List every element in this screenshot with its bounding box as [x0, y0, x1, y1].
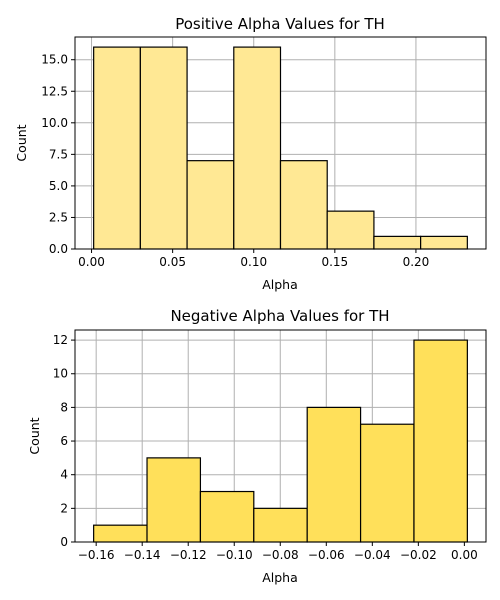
x-axis-label: Alpha: [262, 277, 298, 292]
x-tick-label: 0.00: [451, 548, 478, 562]
histogram-bar: [420, 235, 468, 250]
histogram-bar: [279, 160, 328, 250]
x-tick-label: −0.16: [78, 548, 115, 562]
histogram-bar: [186, 160, 235, 250]
histogram-bar: [306, 406, 362, 543]
x-tick-label: 0.05: [159, 255, 186, 269]
histogram-bar: [146, 457, 202, 543]
y-tick-label: 10.0: [41, 116, 68, 130]
histogram-bar: [199, 490, 255, 543]
y-axis-label: Count: [14, 124, 29, 161]
histogram-bar: [139, 46, 188, 250]
histogram-bar: [359, 423, 415, 543]
y-tick-label: 15.0: [41, 53, 68, 67]
y-tick-label: 6: [60, 434, 68, 448]
y-tick-label: 2: [60, 501, 68, 515]
y-tick-label: 2.5: [49, 210, 68, 224]
chart-title: Positive Alpha Values for TH: [175, 15, 385, 33]
chart-title: Negative Alpha Values for TH: [170, 307, 389, 325]
histogram-bar: [253, 507, 308, 543]
y-tick-label: 12.5: [41, 84, 68, 98]
y-tick-label: 5.0: [49, 179, 68, 193]
x-tick-label: 0.20: [403, 255, 430, 269]
x-tick-label: 0.15: [321, 255, 348, 269]
x-tick-label: −0.06: [308, 548, 345, 562]
histogram-bar: [413, 339, 468, 543]
y-tick-label: 4: [60, 468, 68, 482]
x-axis-label: Alpha: [262, 570, 298, 585]
y-tick-label: 7.5: [49, 147, 68, 161]
x-tick-label: −0.04: [354, 548, 391, 562]
y-tick-label: 10: [53, 367, 68, 381]
plot-frame: [74, 36, 487, 250]
x-tick-label: 0.00: [78, 255, 105, 269]
histogram-bar: [93, 524, 148, 543]
histogram-bar: [326, 210, 375, 250]
y-tick-label: 12: [53, 333, 68, 347]
x-tick-label: −0.08: [262, 548, 299, 562]
negative-alpha-histogram: Negative Alpha Values for TH Alpha Count…: [27, 307, 487, 585]
y-tick-label: 0: [60, 535, 68, 549]
x-tick-label: −0.10: [216, 548, 253, 562]
histogram-bar: [233, 46, 282, 250]
histogram-bar: [373, 235, 422, 250]
x-tick-label: −0.02: [400, 548, 437, 562]
x-tick-label: 0.10: [240, 255, 267, 269]
x-tick-label: −0.14: [124, 548, 161, 562]
x-tick-label: −0.12: [170, 548, 207, 562]
y-tick-label: 0.0: [49, 242, 68, 256]
positive-alpha-histogram: Positive Alpha Values for TH Alpha Count…: [14, 15, 487, 292]
histogram-bar: [93, 46, 141, 250]
y-tick-label: 8: [60, 400, 68, 414]
y-axis-label: Count: [27, 417, 42, 454]
